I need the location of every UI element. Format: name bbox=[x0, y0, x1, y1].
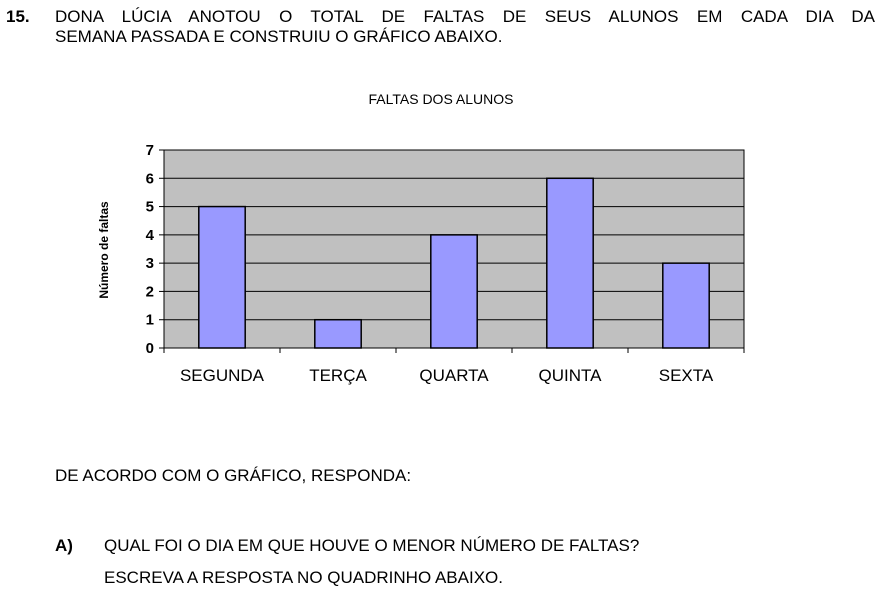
y-tick-label: 4 bbox=[146, 227, 155, 244]
x-axis: SEGUNDA TERÇA QUARTA QUINTA SEXTA bbox=[163, 348, 745, 385]
x-tick-label: TERÇA bbox=[309, 366, 367, 385]
bar-sexta bbox=[662, 262, 710, 349]
y-tick-label: 3 bbox=[146, 255, 154, 272]
item-a-question: QUAL FOI O DIA EM QUE HOUVE O MENOR NÚME… bbox=[104, 536, 640, 555]
y-tick-label: 6 bbox=[146, 170, 154, 187]
y-tick-label: 2 bbox=[146, 283, 154, 300]
y-axis-label: Número de faltas bbox=[97, 201, 111, 299]
x-tick-label: QUARTA bbox=[419, 366, 489, 385]
item-a-instruction: ESCREVA A RESPOSTA NO QUADRINHO ABAIXO. bbox=[104, 568, 503, 587]
x-tick-label: QUINTA bbox=[539, 366, 603, 385]
y-axis: 0 1 2 3 4 5 6 7 bbox=[146, 142, 164, 357]
question-text-line-2: SEMANA PASSADA E CONSTRUIU O GRÁFICO ABA… bbox=[55, 27, 503, 46]
item-a-label: A) bbox=[55, 536, 73, 555]
chart-title: FALTAS DOS ALUNOS bbox=[369, 91, 514, 107]
y-tick-label: 5 bbox=[146, 199, 154, 216]
bar-quinta bbox=[546, 177, 594, 349]
y-tick-label: 1 bbox=[146, 312, 154, 329]
bar-terça bbox=[314, 318, 362, 349]
bar-quarta bbox=[430, 234, 478, 349]
x-tick-label: SEXTA bbox=[659, 366, 714, 385]
instruction-text: DE ACORDO COM O GRÁFICO, RESPONDA: bbox=[55, 466, 412, 485]
question-text-line-1: DONA LÚCIA ANOTOU O TOTAL DE FALTAS DE S… bbox=[55, 7, 875, 26]
bars bbox=[198, 177, 710, 349]
y-tick-label: 0 bbox=[146, 340, 154, 357]
x-tick-label: SEGUNDA bbox=[180, 366, 265, 385]
bar-chart: FALTAS DOS ALUNOS 0 1 2 3 4 5 6 7 SEGUNDA TERÇA Q… bbox=[97, 91, 745, 385]
y-tick-label: 7 bbox=[146, 142, 154, 159]
bar-segunda bbox=[198, 205, 246, 349]
question-text: DONA LÚCIA ANOTOU O TOTAL DE FALTAS DE S… bbox=[55, 7, 875, 47]
question-number: 15. bbox=[6, 7, 30, 26]
